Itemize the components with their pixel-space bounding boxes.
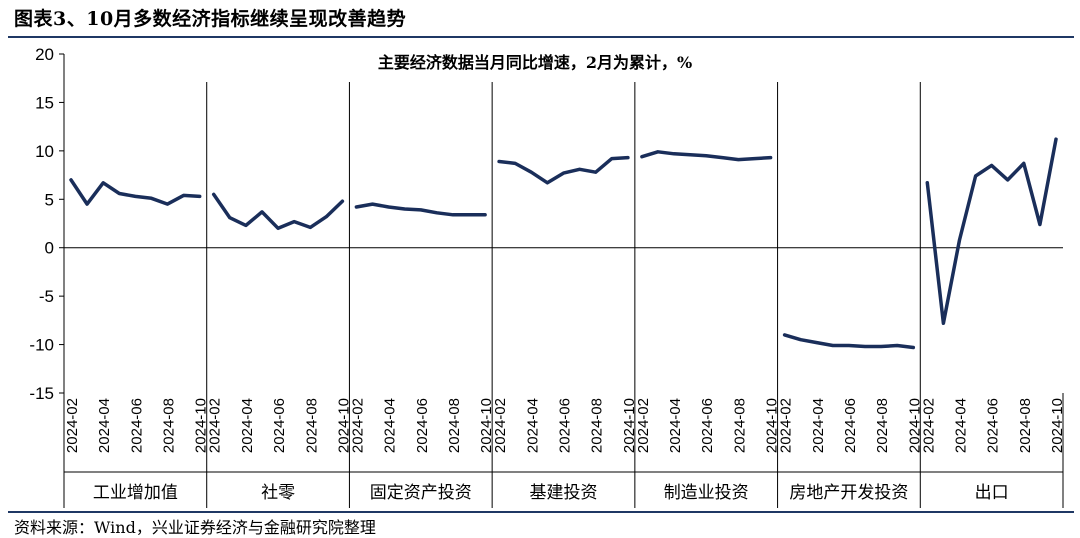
x-tick-label: 2024-06	[414, 398, 431, 453]
series-line-3	[354, 202, 487, 217]
x-tick-label: 2024-04	[810, 398, 827, 453]
y-tick-label: 0	[45, 239, 54, 258]
x-tick-label: 2024-10	[193, 398, 210, 453]
series-line-6	[782, 333, 916, 350]
x-tick-label: 2024-10	[906, 398, 923, 453]
x-tick-label: 2024-02	[778, 398, 795, 453]
x-tick-label: 2024-08	[589, 398, 606, 453]
x-tick-label: 2024-08	[303, 398, 320, 453]
y-tick-label: 20	[35, 45, 54, 64]
x-tick-label: 2024-06	[271, 398, 288, 453]
y-tick-label: 5	[45, 190, 54, 209]
top-rule	[8, 36, 1074, 38]
x-tick-label: 2024-08	[446, 398, 463, 453]
x-tick-label: 2024-08	[161, 398, 178, 453]
x-tick-label: 2024-06	[699, 398, 716, 453]
x-tick-label: 2024-06	[128, 398, 145, 453]
category-label: 工业增加值	[93, 483, 178, 503]
series-line-5	[640, 150, 773, 162]
x-tick-labels: 2024-02 2024-04 2024-06 2024-08 2024-102024-…	[64, 398, 1066, 453]
series-lines	[69, 137, 1058, 350]
x-tick-label: 2024-02	[64, 398, 81, 453]
category-label: 社零	[261, 483, 295, 503]
x-tick-label: 2024-04	[953, 398, 970, 453]
x-tick-label: 2024-02	[349, 398, 366, 453]
axes: 20 15 10 5 0 -5 -10 -15	[29, 45, 1064, 508]
figure-title: 图表3、10月多数经济指标继续呈现改善趋势	[14, 8, 407, 30]
y-tick-label: -15	[29, 384, 54, 403]
x-tick-label: 2024-06	[985, 398, 1002, 453]
series-line-1	[69, 178, 202, 206]
x-tick-label: 2024-02	[492, 398, 509, 453]
category-label: 出口	[975, 483, 1009, 503]
figure-source: 资料来源：Wind，兴业证券经济与金融研究院整理	[14, 518, 376, 537]
x-tick-label: 2024-04	[524, 398, 541, 453]
series-line-4	[497, 155, 630, 185]
x-tick-label: 2024-04	[667, 398, 684, 453]
category-labels: 工业增加值 社零 固定资产投资 基建投资 制造业投资 房地产开发投资 出口	[93, 483, 1009, 503]
x-tick-label: 2024-10	[621, 398, 638, 453]
x-tick-label: 2024-10	[1049, 398, 1066, 453]
x-tick-label: 2024-10	[335, 398, 352, 453]
category-label: 基建投资	[530, 483, 598, 503]
x-tick-label: 2024-08	[731, 398, 748, 453]
x-tick-label: 2024-06	[842, 398, 859, 453]
series-line-7	[925, 137, 1058, 326]
series-line-2	[211, 192, 345, 231]
bottom-rule	[8, 511, 1074, 513]
y-tick-label: 10	[35, 142, 54, 161]
x-tick-label: 2024-04	[382, 398, 399, 453]
category-label: 固定资产投资	[370, 483, 472, 503]
category-label: 房地产开发投资	[789, 483, 908, 503]
x-tick-label: 2024-02	[635, 398, 652, 453]
y-tick-label: -5	[39, 287, 54, 306]
x-tick-label: 2024-08	[874, 398, 891, 453]
y-tick-label: 15	[35, 93, 54, 112]
x-tick-label: 2024-04	[96, 398, 113, 453]
x-tick-label: 2024-10	[764, 398, 781, 453]
x-tick-label: 2024-08	[1017, 398, 1034, 453]
x-tick-label: 2024-06	[557, 398, 574, 453]
x-tick-label: 2024-02	[207, 398, 224, 453]
x-tick-label: 2024-04	[239, 398, 256, 453]
y-tick-label: -10	[29, 336, 54, 355]
x-tick-label: 2024-10	[478, 398, 495, 453]
category-label: 制造业投资	[664, 483, 749, 503]
x-tick-label: 2024-02	[920, 398, 937, 453]
chart-title: 主要经济数据当月同比增速，2月为累计，%	[378, 53, 692, 72]
